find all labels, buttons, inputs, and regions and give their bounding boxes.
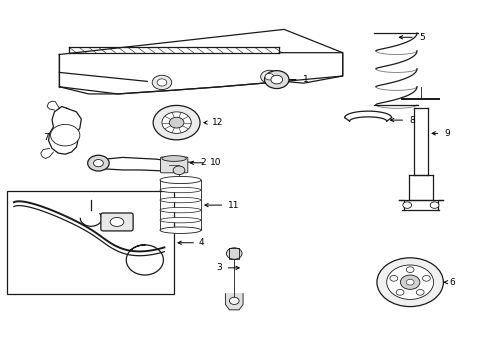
Circle shape [406,267,414,273]
Circle shape [261,70,278,83]
Polygon shape [225,294,243,310]
Text: 11: 11 [228,201,240,210]
Circle shape [157,79,167,86]
Circle shape [416,289,424,295]
Polygon shape [49,107,81,154]
Circle shape [400,275,420,289]
Circle shape [377,258,443,307]
Circle shape [88,155,109,171]
Circle shape [403,202,412,208]
Text: 5: 5 [419,33,425,42]
Ellipse shape [160,176,201,184]
Text: 4: 4 [198,238,204,247]
Text: 8: 8 [409,116,415,125]
FancyBboxPatch shape [160,157,188,173]
Circle shape [229,297,239,305]
Circle shape [390,275,398,281]
FancyBboxPatch shape [101,213,133,231]
Circle shape [152,75,171,90]
Circle shape [265,73,274,80]
Text: 12: 12 [212,118,223,127]
Ellipse shape [110,217,124,226]
Text: 3: 3 [216,264,221,273]
Polygon shape [59,30,343,94]
Text: 6: 6 [449,278,455,287]
Circle shape [396,289,404,295]
Ellipse shape [160,197,201,203]
Circle shape [162,112,191,134]
Circle shape [430,202,439,208]
Circle shape [265,71,289,89]
Ellipse shape [160,227,201,233]
Circle shape [173,166,185,175]
Polygon shape [94,157,179,171]
Ellipse shape [160,217,201,223]
Polygon shape [344,111,392,121]
Circle shape [387,265,434,300]
Circle shape [169,117,184,128]
Ellipse shape [162,156,186,161]
Text: 7: 7 [43,133,49,142]
Circle shape [153,105,200,140]
Text: 10: 10 [210,158,221,167]
Circle shape [226,248,242,259]
Text: 9: 9 [444,129,450,138]
Ellipse shape [160,187,201,193]
Ellipse shape [160,207,201,213]
Circle shape [422,275,430,281]
Bar [6,192,174,294]
Circle shape [406,279,414,285]
Text: 1: 1 [303,75,308,84]
Text: 2: 2 [200,158,206,167]
Circle shape [271,75,283,84]
Circle shape [94,159,103,167]
Circle shape [50,125,80,146]
